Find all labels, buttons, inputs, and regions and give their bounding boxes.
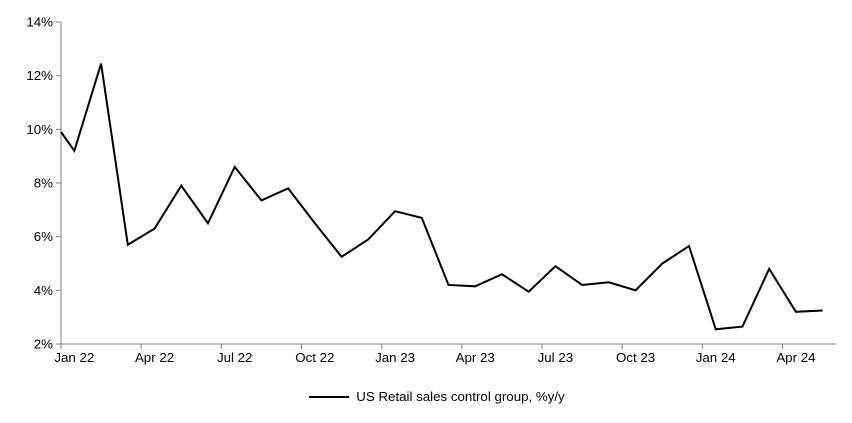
x-axis-label: Apr 24 [776,350,815,365]
y-axis-label: 10% [26,122,53,137]
x-axis-label: Oct 23 [616,350,655,365]
chart-legend: US Retail sales control group, %y/y [22,389,852,404]
y-axis-label: 12% [26,68,53,83]
series-line [60,63,823,331]
y-axis-label: 8% [34,176,53,191]
x-axis-label: Oct 22 [295,350,334,365]
x-axis-label: Jan 23 [375,350,415,365]
y-axis-label: 14% [26,15,53,30]
line-chart-canvas: 2% 4% 6% 8% 10% 12% 14% Jan 22 Apr 22 Jul 22 Oct 2… [26,15,836,365]
legend-line-sample [309,395,350,398]
y-axis-label: 4% [34,283,53,298]
x-axis-label: Jan 22 [54,350,94,365]
x-axis-label: Jul 23 [538,350,573,365]
legend-label: US Retail sales control group, %y/y [356,389,565,404]
x-axis-label: Jul 22 [217,350,252,365]
x-axis-label: Jan 24 [696,350,736,365]
x-axis-label: Apr 23 [456,350,495,365]
y-axis-label: 6% [34,229,53,244]
x-axis-label: Apr 22 [135,350,174,365]
y-axis-label: 2% [34,337,53,352]
